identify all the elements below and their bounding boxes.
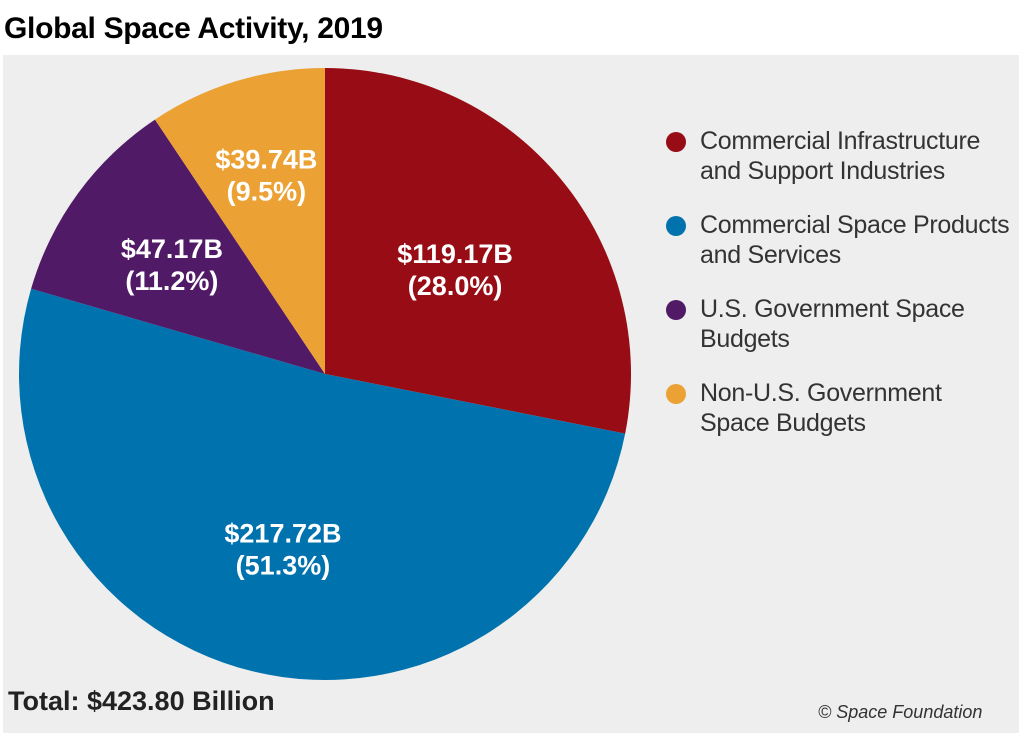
legend-label: and Services [700, 241, 841, 269]
slice-value-label: $39.74B [215, 145, 317, 175]
pie-slice [18, 288, 626, 681]
chart-title: Global Space Activity, 2019 [4, 12, 383, 45]
legend-swatch [666, 300, 686, 320]
slice-percent-label: (9.5%) [227, 177, 307, 207]
legend-label: Budgets [700, 325, 790, 353]
legend-swatch [666, 132, 686, 152]
slice-percent-label: (28.0%) [408, 271, 503, 301]
legend-swatch [666, 384, 686, 404]
legend-item: Non-U.S. Government Space Budgets [666, 378, 1009, 462]
pie-slice [325, 68, 631, 434]
legend-label: Space Budgets [700, 409, 866, 437]
legend-label: Commercial Space Products [700, 211, 1010, 239]
legend-label: and Support Industries [700, 157, 945, 185]
pie-slice [31, 119, 325, 375]
pie-slice [154, 68, 325, 374]
slice-value-label: $119.17B [397, 239, 513, 269]
slice-value-label: $47.17B [121, 234, 223, 264]
slice-percent-label: (11.2%) [125, 266, 218, 296]
slice-value-label: $217.72B [224, 518, 341, 548]
legend-swatch [666, 216, 686, 236]
legend: Commercial Infrastructure and Support Ind… [666, 126, 1010, 462]
legend-label: Commercial Infrastructure [700, 127, 981, 155]
legend-item: U.S. Government Space Budgets [666, 294, 1009, 378]
legend-item: Commercial Infrastructure and Support Ind… [666, 126, 1009, 210]
legend-label: Non-U.S. Government [700, 379, 942, 407]
slice-percent-label: (51.3%) [236, 550, 331, 580]
legend-item: Commercial Space Products and Services [666, 210, 1010, 294]
total-label: Total: $423.80 Billion [8, 686, 275, 716]
legend-label: U.S. Government Space [700, 295, 965, 323]
credit-label: © Space Foundation [818, 702, 983, 722]
